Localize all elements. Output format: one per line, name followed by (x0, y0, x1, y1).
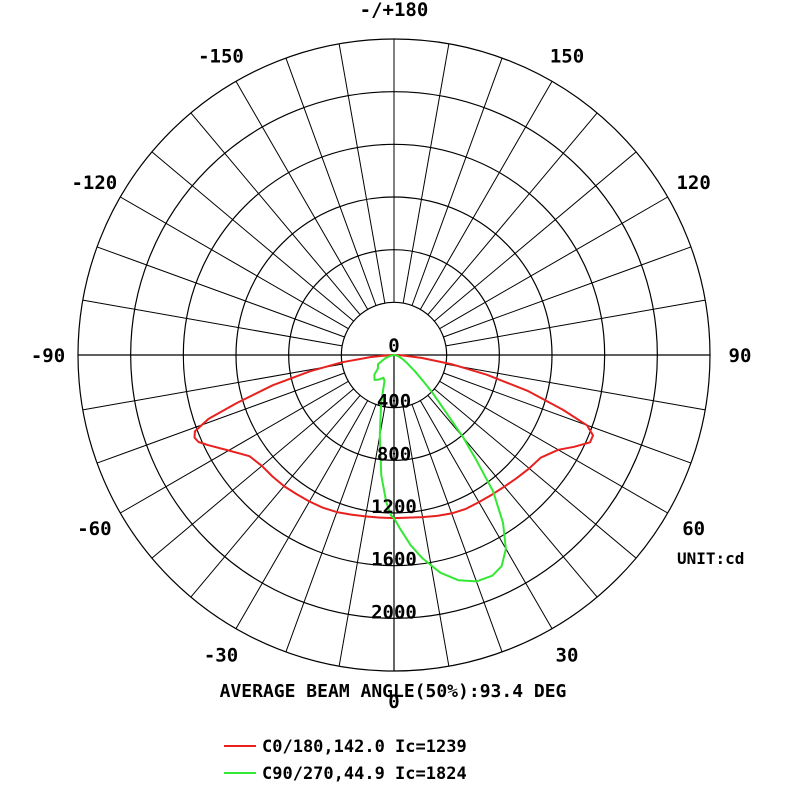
radial-tick-label: 1200 (371, 496, 417, 518)
grid-spoke-20 (411, 404, 503, 653)
radial-tick-label: 400 (377, 391, 411, 413)
grid-spoke-340 (285, 404, 377, 653)
angle-label: 0 (388, 691, 399, 713)
grid-spoke-150 (419, 81, 553, 310)
legend-entry-label: C0/180,142.0 Ic=1239 (262, 737, 467, 757)
grid-spoke-320 (190, 395, 361, 598)
angle-tick-labels: 0 30 60 90 120 150 -/+180 -150 -120 -90 -60 -30 (31, 0, 752, 713)
grid-spoke-140 (427, 112, 598, 315)
grid-spoke-350 (338, 406, 386, 667)
grid-spoke-100 (445, 299, 706, 347)
radial-tick-label: 2000 (371, 601, 417, 623)
angle-label: 120 (676, 172, 710, 194)
grid-spoke-170 (402, 43, 450, 304)
radial-tick-labels: 0 400 800 1200 1600 2000 (371, 335, 417, 623)
beam-angle-label: AVERAGE BEAM ANGLE(50%):93.4 DEG (220, 681, 567, 702)
angle-label: -150 (198, 45, 244, 67)
grid-spoke-80 (445, 363, 706, 411)
grid-spoke-160 (411, 57, 503, 306)
grid-spoke-260 (82, 299, 343, 347)
grid-spoke-30 (419, 400, 553, 629)
grid-spoke-210 (235, 81, 369, 310)
grid-spoke-110 (443, 246, 692, 338)
grid-spoke-220 (190, 112, 361, 315)
angle-label: 30 (556, 645, 579, 667)
series-curve-c90-270 (373, 354, 507, 583)
radial-tick-label: 1600 (371, 549, 417, 571)
legend-entry-label: C90/270,44.9 Ic=1824 (262, 764, 467, 784)
series-layer (193, 354, 594, 583)
angle-label: -30 (204, 645, 238, 667)
angle-label: -90 (31, 345, 65, 367)
angle-label: 90 (729, 345, 752, 367)
grid-spoke-130 (434, 151, 637, 322)
grid-spoke-310 (151, 388, 354, 559)
radial-tick-label: 800 (377, 443, 411, 465)
angle-label: -120 (71, 172, 117, 194)
grid-spoke-120 (439, 196, 668, 330)
grid-spoke-10 (402, 406, 450, 667)
grid-spoke-330 (235, 400, 369, 629)
legend: C0/180,142.0 Ic=1239 C90/270,44.9 Ic=1824 (224, 737, 467, 784)
angle-label: 150 (550, 45, 584, 67)
grid-spoke-290 (96, 372, 345, 464)
grid-spokes (78, 39, 710, 671)
grid-spoke-60 (439, 380, 668, 514)
angle-label: 60 (682, 518, 705, 540)
grid-spoke-240 (120, 196, 349, 330)
radial-tick-label: 0 (388, 335, 399, 357)
grid-spoke-300 (120, 380, 349, 514)
grid-spoke-200 (285, 57, 377, 306)
grid-spoke-250 (96, 246, 345, 338)
grid-spoke-230 (151, 151, 354, 322)
grid-spoke-70 (443, 372, 692, 464)
grid-spoke-280 (82, 363, 343, 411)
grid-spoke-40 (427, 395, 598, 598)
unit-label: UNIT:cd (677, 549, 744, 568)
angle-label: -/+180 (360, 0, 429, 21)
grid-spoke-190 (338, 43, 386, 304)
angle-label: -60 (77, 518, 111, 540)
grid-spoke-50 (434, 388, 637, 559)
